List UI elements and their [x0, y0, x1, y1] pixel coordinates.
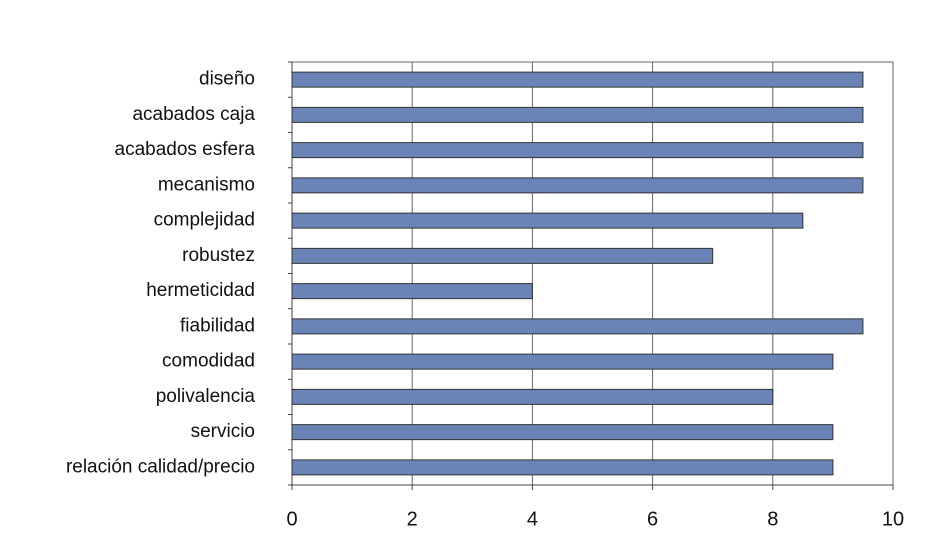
x-tick-label: 4 — [527, 508, 538, 530]
bar — [291, 71, 864, 88]
bar — [291, 106, 864, 123]
y-tick-label: complejidad — [154, 210, 255, 231]
bar — [291, 318, 864, 335]
y-tick-label: polivalencia — [156, 386, 256, 407]
bar — [291, 424, 834, 441]
x-tick-label: 6 — [647, 508, 658, 530]
x-tick-label: 10 — [882, 508, 904, 530]
bar — [291, 247, 714, 264]
y-tick-label: hermeticidad — [146, 280, 255, 301]
y-tick-label: mecanismo — [158, 174, 255, 195]
bar — [291, 388, 774, 405]
y-tick-label: acabados esfera — [115, 139, 256, 160]
bar — [291, 353, 834, 370]
bar — [291, 212, 804, 229]
bar — [291, 142, 864, 159]
y-tick-label: diseño — [199, 69, 255, 90]
y-tick-label: servicio — [191, 421, 255, 442]
y-tick-label: fiabilidad — [180, 315, 255, 336]
y-tick-label: acabados caja — [132, 104, 255, 125]
x-tick-label: 8 — [767, 508, 778, 530]
y-tick-label: relación calidad/precio — [66, 456, 255, 477]
bar — [291, 177, 864, 194]
bar — [291, 459, 834, 476]
y-tick-label: robustez — [182, 245, 255, 266]
x-tick-label: 0 — [286, 508, 297, 530]
y-tick-label: comodidad — [162, 351, 255, 372]
x-tick-label: 2 — [407, 508, 418, 530]
bar — [291, 283, 533, 300]
